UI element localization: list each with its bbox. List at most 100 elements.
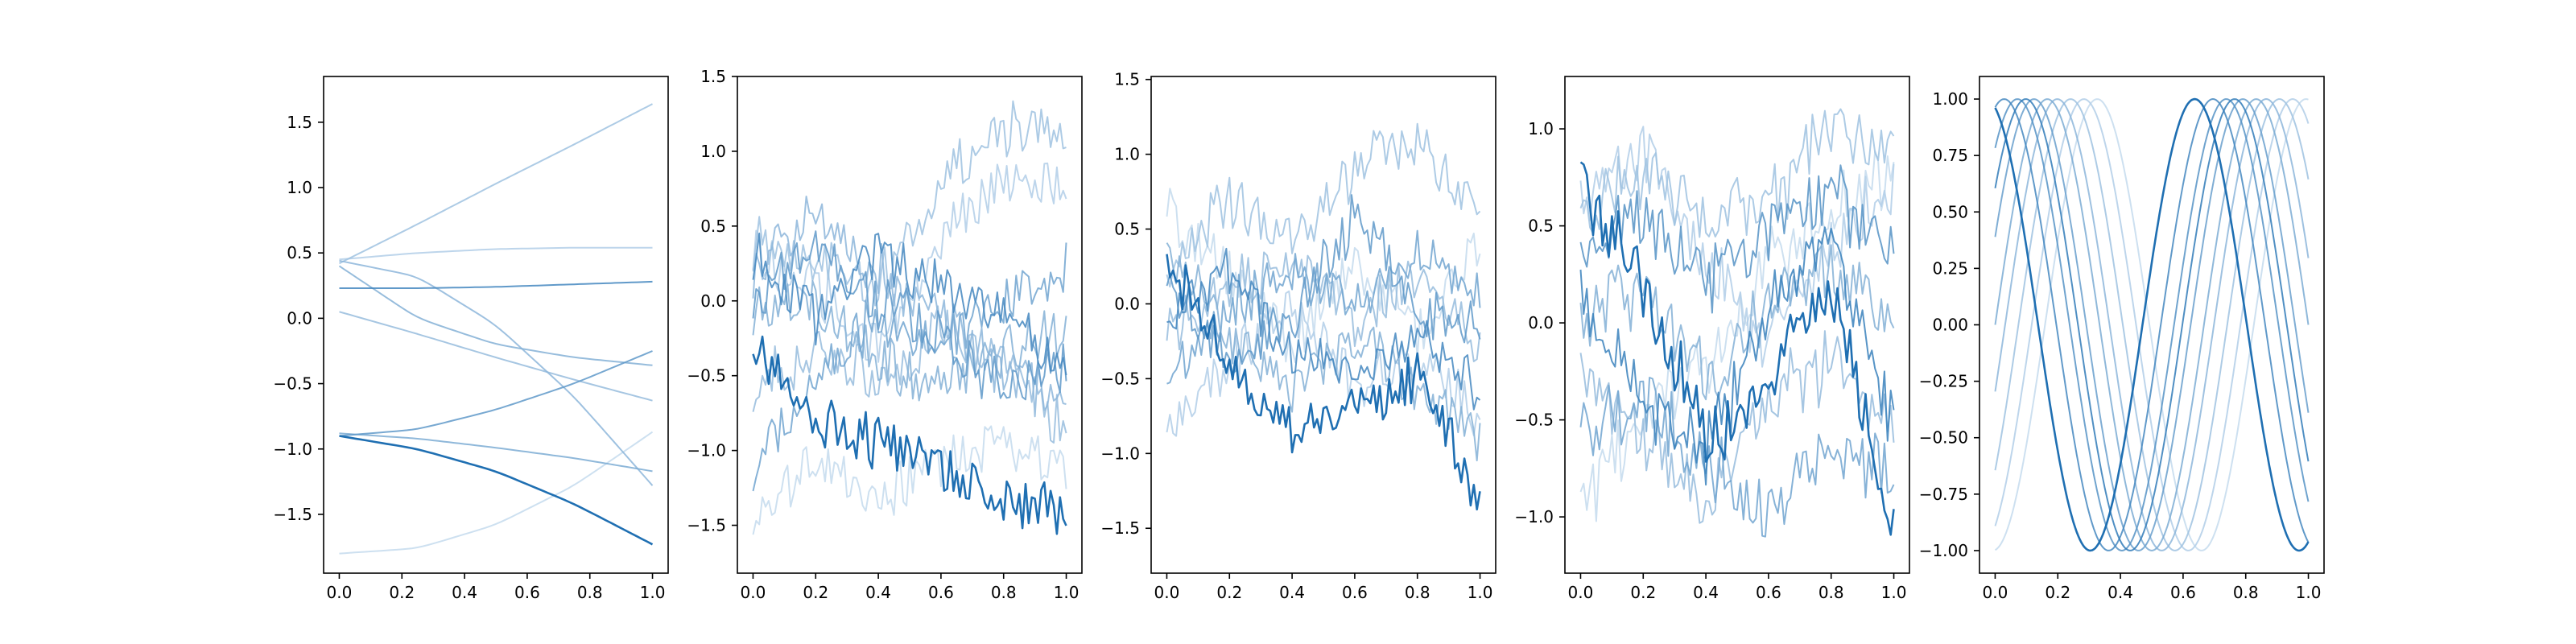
- series-line: [1994, 98, 2310, 551]
- panel-3: 0.0 0.2 0.4 0.6 0.8 1.0 −1.5 −1.0 −0.5 0.0 0.5 1.0 1…: [1100, 70, 1496, 602]
- y-tick-label: −0.5: [687, 366, 726, 386]
- y-tick-label: 1.5: [287, 113, 312, 132]
- x-tick-label: 1.0: [1881, 583, 1907, 602]
- y-tick-label: 0.0: [1114, 294, 1140, 313]
- series-line: [339, 431, 654, 555]
- series-line: [1579, 377, 1895, 538]
- y-tick-label: −1.5: [1100, 518, 1140, 538]
- y-tick-label: −1.0: [1514, 507, 1554, 526]
- x-tick-label: 1.0: [1054, 583, 1080, 602]
- series-line: [339, 435, 654, 546]
- x-tick-label: 0.2: [1630, 583, 1656, 602]
- series-line: [1166, 247, 1481, 411]
- y-tick-label: 1.00: [1932, 89, 1968, 109]
- series-line: [339, 103, 653, 265]
- series-line: [1994, 98, 2310, 551]
- y-tick-label: −0.25: [1919, 372, 1968, 391]
- x-tick-label: 0.2: [2045, 583, 2070, 602]
- y-tick-label: 0.5: [287, 243, 312, 262]
- series-line: [339, 259, 654, 486]
- y-tick-label: 0.5: [700, 217, 726, 236]
- axes-frame: [1150, 76, 1496, 574]
- series-line: [1994, 98, 2310, 551]
- series-line: [752, 230, 1067, 401]
- x-tick-label: 0.4: [1279, 583, 1305, 602]
- x-tick-label: 0.4: [1693, 583, 1719, 602]
- y-tick-label: 1.0: [287, 178, 312, 197]
- x-tick-label: 0.8: [1818, 583, 1844, 602]
- x-tick-label: 0.8: [1405, 583, 1430, 602]
- y-tick-label: 0.0: [1528, 313, 1554, 332]
- series-line: [339, 246, 653, 261]
- y-tick-label: −1.0: [687, 441, 726, 460]
- y-tick-label: −1.5: [273, 505, 312, 524]
- x-tick-label: 0.2: [389, 583, 415, 602]
- x-tick-label: 0.8: [2233, 583, 2259, 602]
- y-tick-label: 0.0: [700, 291, 726, 311]
- y-tick-label: −0.5: [1514, 411, 1554, 430]
- y-tick-label: −0.5: [273, 374, 312, 394]
- x-tick-label: 0.0: [1568, 583, 1594, 602]
- series-group: [1994, 97, 2310, 552]
- x-tick-label: 0.6: [2170, 583, 2196, 602]
- series-line: [752, 280, 1067, 402]
- axes-frame: [323, 76, 669, 574]
- series-line: [1994, 98, 2310, 551]
- series-line: [339, 350, 653, 437]
- x-tick-label: 0.6: [514, 583, 540, 602]
- y-tick-label: −0.50: [1919, 428, 1968, 448]
- y-tick-label: 1.0: [1114, 145, 1140, 164]
- x-tick-label: 0.8: [991, 583, 1017, 602]
- x-tick-label: 0.4: [452, 583, 477, 602]
- y-tick-label: 0.00: [1932, 316, 1968, 335]
- series-line: [1994, 98, 2310, 551]
- axes-frame: [737, 76, 1083, 574]
- y-tick-label: −1.5: [687, 516, 726, 535]
- series-line: [1994, 98, 2310, 551]
- y-tick-label: −1.0: [1100, 444, 1140, 463]
- x-tick-label: 0.0: [1983, 583, 2008, 602]
- x-tick-label: 0.4: [865, 583, 891, 602]
- series-line: [1166, 122, 1481, 288]
- x-tick-label: 0.0: [1154, 583, 1180, 602]
- series-line: [1994, 97, 2310, 552]
- axes-frame: [1564, 76, 1910, 574]
- y-tick-label: 0.5: [1114, 220, 1140, 239]
- series-line: [1579, 226, 1895, 486]
- series-line: [1579, 161, 1895, 536]
- series-line: [338, 265, 653, 366]
- series-line: [1994, 98, 2310, 551]
- series-line: [1579, 150, 1895, 522]
- series-line: [1579, 164, 1895, 314]
- panel-5: 0.0 0.2 0.4 0.6 0.8 1.0 −1.00 −0.75 −0.50 −0.25 0.…: [1919, 76, 2325, 602]
- x-tick-label: 1.0: [2296, 583, 2322, 602]
- series-line: [752, 335, 1067, 535]
- y-tick-label: 0.5: [1528, 217, 1554, 236]
- series-line: [752, 232, 1067, 376]
- series-line: [1166, 251, 1481, 362]
- series-line: [339, 432, 653, 473]
- series-line: [752, 425, 1067, 535]
- y-tick-label: −0.5: [1100, 369, 1140, 388]
- series-line: [1166, 290, 1481, 437]
- series-line: [752, 196, 1067, 418]
- series-line: [1579, 244, 1895, 401]
- series-line: [1579, 108, 1895, 238]
- series-line: [1994, 98, 2309, 551]
- x-tick-label: 0.6: [1756, 583, 1781, 602]
- x-tick-label: 0.8: [577, 583, 603, 602]
- y-tick-label: 1.0: [700, 142, 726, 161]
- y-tick-label: 1.0: [1528, 119, 1554, 138]
- series-line: [752, 100, 1067, 307]
- series-line: [1994, 98, 2310, 551]
- y-tick-label: −1.00: [1919, 541, 1968, 560]
- y-tick-label: 1.5: [700, 67, 726, 86]
- series-line: [339, 280, 653, 289]
- x-tick-label: 0.2: [803, 583, 828, 602]
- x-tick-label: 0.4: [2107, 583, 2133, 602]
- series-line: [1579, 126, 1895, 368]
- panel-1: 0.0 0.2 0.4 0.6 0.8 1.0 −1.5 −1.0 −0.5 0.0 0.5 1.0 1…: [273, 76, 669, 602]
- series-group: [752, 100, 1067, 535]
- series-line: [1166, 242, 1481, 462]
